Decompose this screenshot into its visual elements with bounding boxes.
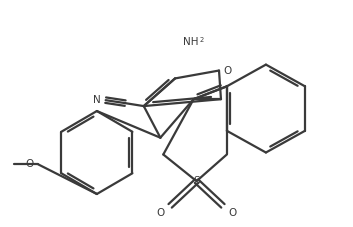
Text: O: O xyxy=(228,207,237,218)
Text: 2: 2 xyxy=(199,37,204,43)
Text: N: N xyxy=(93,95,101,105)
Text: S: S xyxy=(193,176,200,186)
Text: O: O xyxy=(26,159,34,169)
Text: O: O xyxy=(223,66,232,76)
Text: NH: NH xyxy=(183,37,198,47)
Text: O: O xyxy=(157,207,165,218)
